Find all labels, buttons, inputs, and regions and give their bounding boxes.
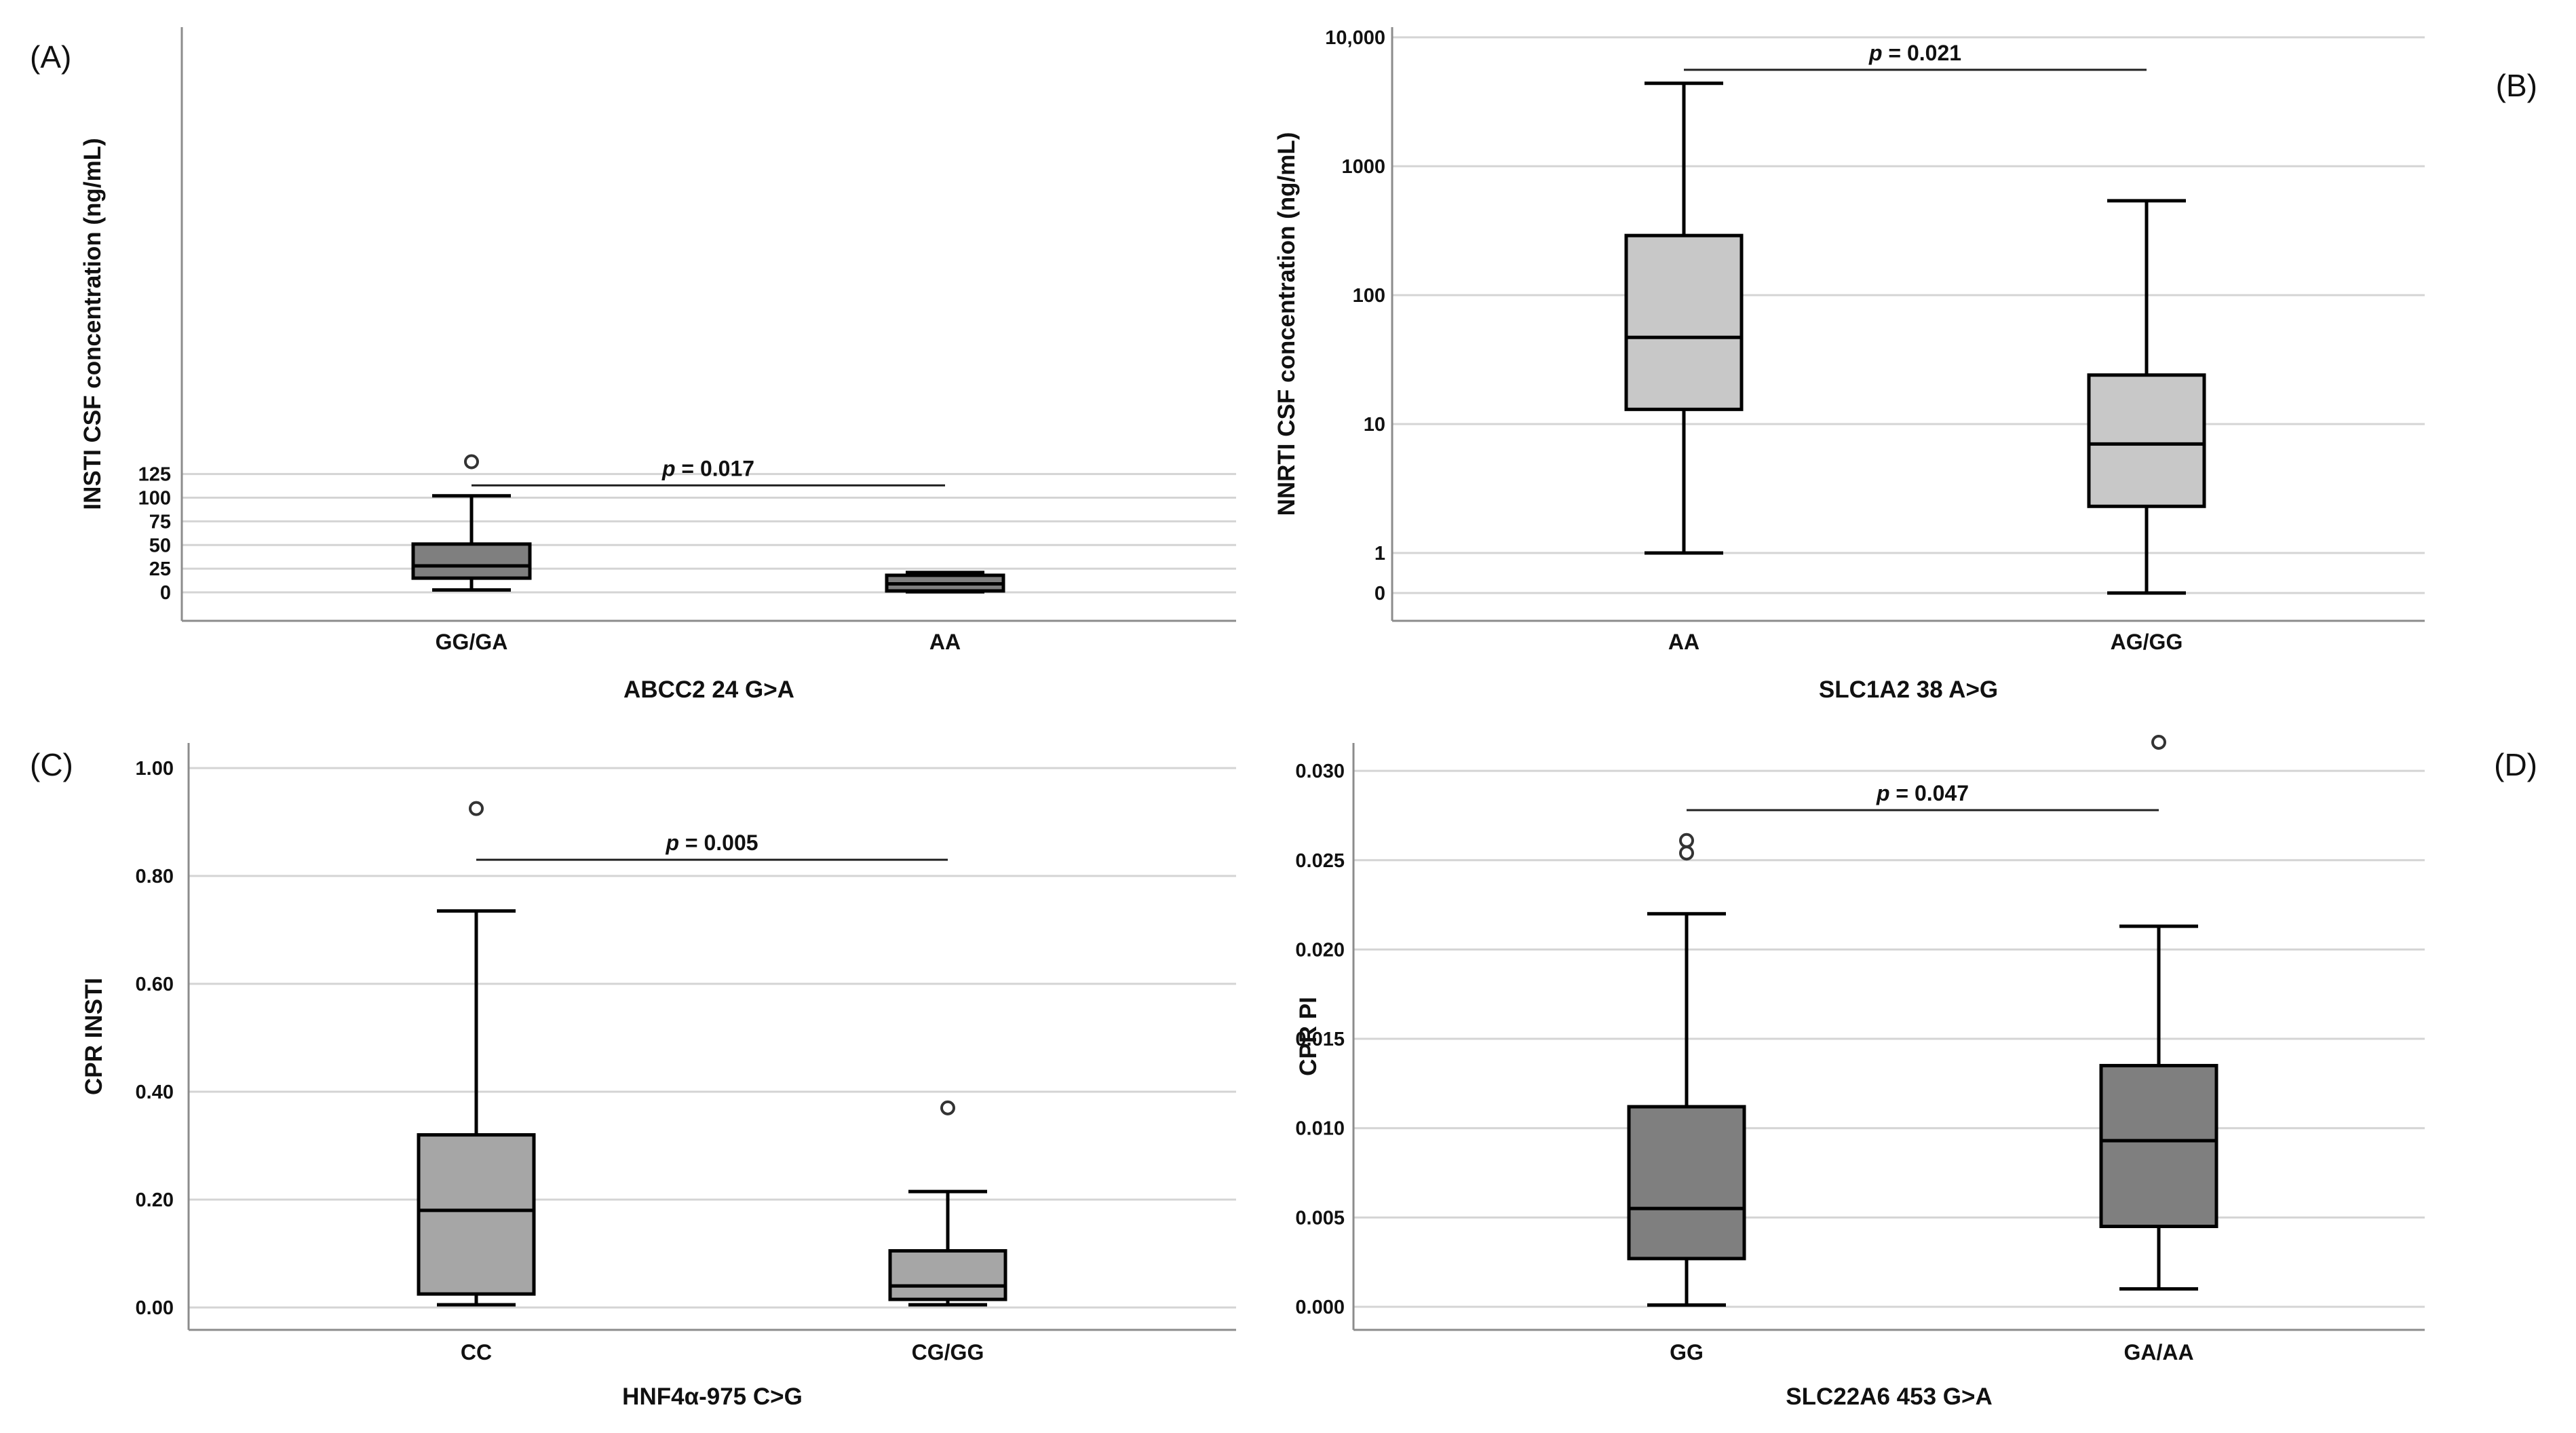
y-axis-title: INSTI CSF concentration (ng/mL): [79, 138, 106, 510]
iqr-box: [411, 542, 532, 580]
y-tick-label: 0.025: [1295, 850, 1345, 872]
y-tick-label: 25: [149, 558, 171, 580]
x-category-label: AA: [1668, 630, 1699, 654]
iqr-box: [888, 1249, 1007, 1301]
y-tick-label: 0.40: [136, 1082, 174, 1103]
y-axis-title: CPR PI: [1295, 997, 1322, 1076]
box-cg-gg: [888, 1100, 1007, 1307]
y-tick-label: 1: [1374, 543, 1385, 565]
x-axis-title: SLC1A2 38 A>G: [1819, 676, 1998, 703]
x-axis-title: SLC22A6 453 G>A: [1786, 1383, 1992, 1410]
y-tick-label: 10: [1364, 414, 1385, 436]
box-ga-aa: [2099, 734, 2218, 1291]
y-tick-label: 0.020: [1295, 939, 1345, 961]
panel-label: (A): [30, 39, 71, 75]
iqr-box: [2099, 1064, 2218, 1229]
panel-label: (D): [2494, 747, 2537, 782]
p-value-label: p = 0.017: [661, 456, 754, 480]
p-value-label: p = 0.005: [665, 830, 758, 855]
y-tick-label: 0.010: [1295, 1118, 1345, 1140]
y-tick-label: 0.00: [136, 1297, 174, 1319]
y-tick-label: 1000: [1341, 156, 1385, 178]
p-value-label: p = 0.047: [1876, 781, 1969, 805]
panel-c: (C) 0.00 0.20 0.40 0.60 0.80 1.00 CC CG/GG p = 0.…: [30, 743, 1236, 1410]
panel-label: (B): [2496, 68, 2537, 103]
y-tick-label: 0.005: [1295, 1207, 1345, 1229]
box-aa: [885, 571, 1005, 594]
x-category-label: CG/GG: [912, 1340, 984, 1364]
y-axis-title: NNRTI CSF concentration (ng/mL): [1273, 132, 1300, 516]
y-tick-label: 10,000: [1325, 27, 1385, 49]
iqr-box: [1627, 1105, 1746, 1261]
y-tick-label: 1.00: [136, 758, 174, 780]
y-tick-label: 0.60: [136, 974, 174, 995]
outlier-point: [1679, 833, 1694, 848]
y-tick-label: 0.80: [136, 866, 174, 887]
y-tick-label: 50: [149, 535, 171, 556]
y-tick-label: 75: [149, 511, 171, 533]
iqr-box: [417, 1133, 536, 1296]
x-axis-title: ABCC2 24 G>A: [623, 676, 794, 703]
panel-b: (B) 0 1 10 100 1000 10,000 AA AG/GG p = 0.021 NNRT…: [1273, 27, 2537, 703]
y-tick-label: 0.000: [1295, 1297, 1345, 1318]
y-tick-label: 0: [160, 582, 171, 604]
y-tick-label: 0.20: [136, 1189, 174, 1211]
y-tick-label: 0.015: [1295, 1029, 1345, 1050]
y-tick-label: 100: [138, 488, 171, 510]
x-category-label: GG: [1670, 1340, 1704, 1364]
x-category-label: GG/GA: [436, 630, 508, 654]
outlier-point: [2151, 734, 2166, 750]
x-category-label: AA: [929, 630, 961, 654]
iqr-box: [1624, 233, 1744, 411]
outlier-point: [469, 801, 484, 816]
box-cc: [417, 801, 536, 1307]
box-aa: [1624, 81, 1744, 555]
x-category-label: GA/AA: [2123, 1340, 2193, 1364]
panel-label: (C): [30, 747, 73, 782]
x-category-label: CC: [461, 1340, 492, 1364]
y-axis-title: CPR INSTI: [81, 978, 107, 1095]
box-gg-ga: [411, 454, 532, 592]
iqr-box: [2087, 373, 2206, 508]
x-axis-title: HNF4α-975 C>G: [622, 1383, 803, 1410]
box-ag-gg: [2087, 199, 2206, 595]
panel-d: (D) 0.000 0.005 0.010 0.015 0.020 0.025 0.030 GG…: [1295, 734, 2537, 1410]
y-tick-label: 0: [1374, 583, 1385, 605]
p-value-label: p = 0.021: [1868, 41, 1961, 65]
outlier-point: [464, 454, 479, 470]
y-tick-label: 100: [1353, 285, 1385, 307]
x-category-label: AG/GG: [2111, 630, 2183, 654]
y-tick-label: 125: [138, 464, 171, 486]
outlier-point: [1679, 845, 1694, 861]
box-gg: [1627, 833, 1746, 1307]
y-tick-label: 0.030: [1295, 761, 1345, 782]
outlier-point: [940, 1100, 955, 1115]
